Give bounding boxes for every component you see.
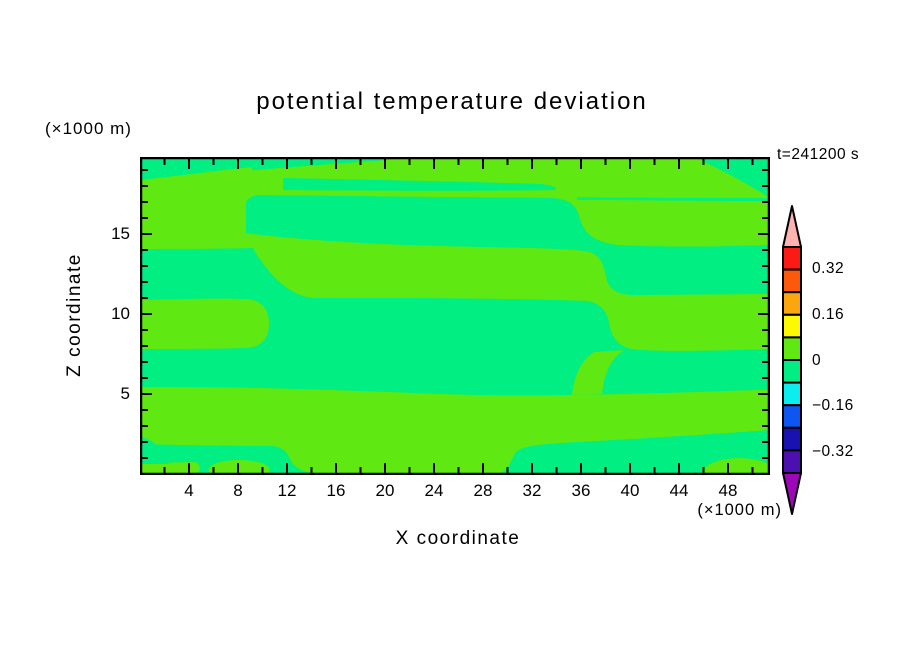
plot-frame [140,157,770,475]
x-tick-label: 12 [277,481,297,500]
colorbar-boxes [782,246,802,474]
x-tick-label: 40 [620,481,640,500]
x-tick-label: 16 [326,481,346,500]
x-tick-label: 28 [473,481,493,500]
y-tick-label: 10 [111,304,130,323]
contour-plot [140,157,770,475]
colorbar-box [782,313,802,339]
time-annotation: t=241200 s [777,146,860,163]
colorbar-box [782,449,802,474]
colorbar-tick-label: 0 [812,352,822,369]
x-tick-label: 8 [233,481,243,500]
x-tick-label: 48 [718,481,738,500]
colorbar [782,205,802,515]
colorbar-box [782,381,802,407]
x-tick-label: 20 [375,481,395,500]
colorbar-box [782,336,802,361]
colorbar-over-arrow [782,205,802,248]
colorbar-under-arrow [782,472,802,515]
colorbar-tick-label: 0.16 [812,306,845,323]
colorbar-tick-label: 0.32 [812,260,845,277]
y-tick-label: 5 [120,384,130,403]
x-tick-label: 24 [424,481,444,500]
x-axis-title: X coordinate [395,528,521,549]
colorbar-box [782,404,802,429]
chart-title: potential temperature deviation [256,88,648,115]
colorbar-tick-label: −0.16 [812,397,854,414]
x-tick-label: 44 [669,481,689,500]
y-axis-unit-label: (×1000 m) [45,119,132,138]
x-tick-label: 36 [571,481,591,500]
x-axis-unit-label: (×1000 m) [697,501,782,519]
colorbar-box [782,291,802,316]
y-tick-label: 15 [111,224,130,243]
colorbar-tick-label: −0.32 [812,443,854,460]
x-tick-label: 4 [184,481,194,500]
y-axis-title: Z coordinate [64,253,85,377]
colorbar-box [782,246,802,271]
x-tick-label: 32 [522,481,542,500]
colorbar-box [782,426,802,452]
colorbar-box [782,359,802,384]
colorbar-box [782,268,802,294]
